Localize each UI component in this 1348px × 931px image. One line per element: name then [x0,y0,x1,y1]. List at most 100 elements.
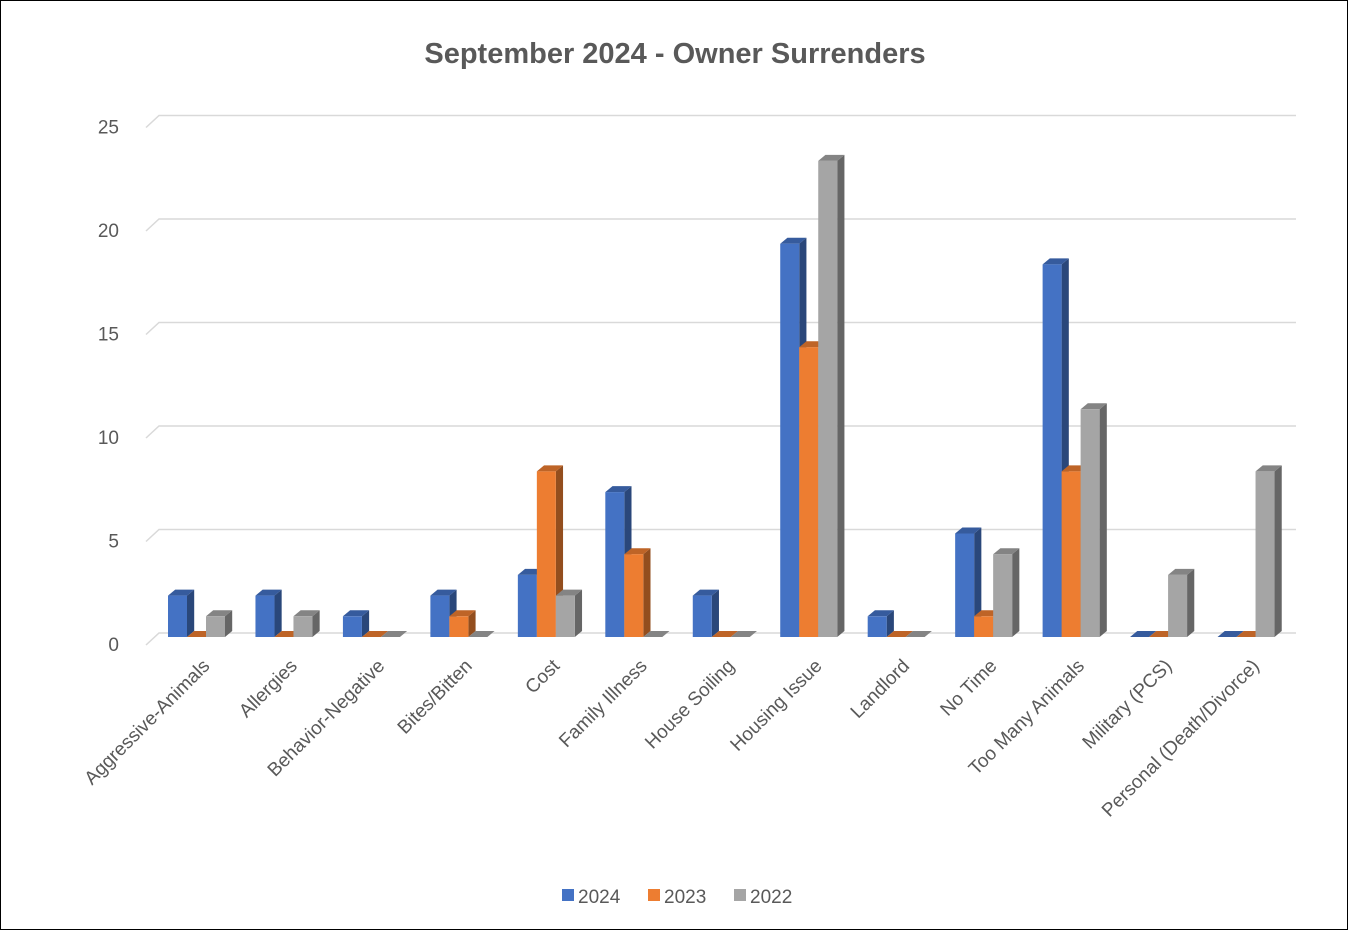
bar-top [886,631,913,637]
bar-top [905,631,932,637]
bar-front [1255,471,1275,637]
y-tick-label: 15 [98,325,119,346]
bar-top [293,610,320,617]
bar [818,154,845,637]
bar-top [1130,631,1157,637]
bar-top [624,548,651,555]
y-axis-tick-labels: 0 5 10 15 20 25 [98,118,119,657]
bar-side [574,589,583,637]
bar [342,610,370,637]
bar-top [867,610,894,617]
gridline [145,528,1296,543]
legend-swatch [734,889,746,901]
bar-side [312,610,320,637]
bar-top [692,589,719,596]
bar [955,527,982,637]
x-tick-label: Cost [522,655,565,698]
bar [293,610,320,637]
bar-front [517,574,537,637]
bar-front [1061,471,1081,637]
bar-front [780,243,800,637]
y-tick-label: 5 [108,532,119,553]
bar-front [993,554,1013,637]
bar-top [818,154,845,161]
y-tick-label: 10 [98,428,119,449]
x-tick-label: Aggressive-Animals [81,656,215,790]
bar [380,631,408,637]
bar-top [1255,465,1282,472]
bar-side [1012,548,1020,637]
gridline [145,114,1296,129]
bar-front [206,616,225,637]
bars [168,154,1282,637]
bar-top [730,631,757,637]
bar-side [837,154,845,637]
bar-side [1274,465,1282,637]
bar-front [555,595,575,637]
gridline [145,321,1296,336]
x-axis-tick-labels: Aggressive-Animals AllergiesBehavior-Nega… [81,655,1264,821]
bar-front [293,616,313,637]
bar-side [886,610,894,637]
bar-top [1042,258,1069,265]
bar-front [974,616,994,637]
bar-front [449,616,469,637]
bar [730,631,757,637]
bar [886,631,913,637]
bar-front [536,471,556,637]
bar [206,610,233,637]
bar-top [430,589,457,596]
bar-top [536,465,564,472]
bar [555,589,583,637]
y-tick-label: 25 [98,118,119,139]
bar-front [605,492,625,637]
bar-side [1099,403,1107,637]
bar-side [711,589,719,637]
bar-side [361,610,370,637]
bar-top [361,631,389,637]
bar-top [380,631,408,637]
bar-top [780,237,807,244]
bar-front [1080,409,1100,637]
bar [1080,403,1107,637]
bar-top [605,486,632,493]
bar-top [993,548,1020,555]
legend: 2024 2023 2022 [562,887,792,908]
bar-side [1187,568,1195,637]
bar-front [1168,574,1188,637]
x-tick-label: No Time [937,656,1002,721]
legend-swatch [562,889,574,901]
bar-top [555,589,583,596]
x-tick-label: House Soiling [641,656,739,754]
bar [468,631,495,637]
bar-front [955,533,975,637]
bar-top [1080,403,1107,410]
bar-top [255,589,282,596]
chart-title: September 2024 - Owner Surrenders [424,38,925,70]
bar [905,631,932,637]
bar [1168,568,1195,637]
legend-label: 2024 [578,887,621,908]
bar [1255,465,1282,637]
x-tick-label: Bites/Bitten [394,656,477,739]
y-tick-label: 0 [108,635,119,656]
bar [993,548,1020,637]
bar-front [342,616,362,637]
bar [692,589,719,637]
bar-side [643,548,651,637]
bar-side [974,527,982,637]
bar [361,631,389,637]
bar-top [1168,568,1195,575]
bar [255,589,282,637]
bar-top [643,631,670,637]
bar [1217,631,1244,637]
x-tick-label: Personal (Death/Divorce) [1098,656,1264,822]
bar-top [168,589,195,596]
legend-swatch [648,889,660,901]
gridline [145,425,1296,439]
bar-top [449,610,476,617]
bar [643,631,670,637]
legend-label: 2022 [750,887,792,908]
bar-top [468,631,495,637]
